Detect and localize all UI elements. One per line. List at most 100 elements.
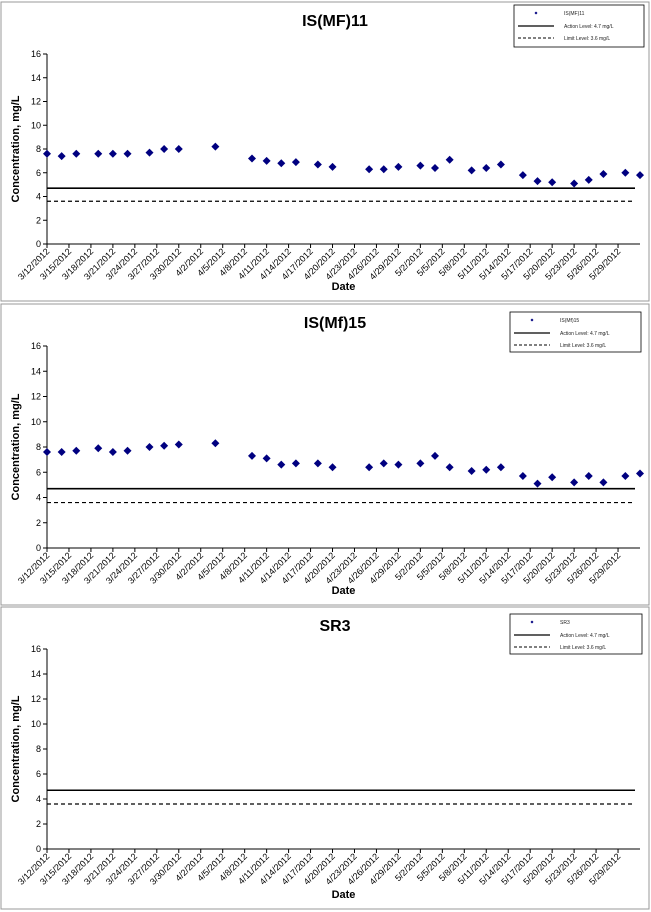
data-point (291, 459, 300, 468)
chart-title: SR3 (319, 618, 350, 635)
y-tick-label: 12 (31, 97, 41, 107)
data-point (262, 156, 271, 165)
data-point (636, 171, 644, 180)
data-point (123, 149, 132, 158)
data-point (211, 142, 220, 151)
data-point (533, 177, 542, 186)
data-point (394, 460, 403, 469)
data-point (584, 472, 593, 481)
data-point (570, 478, 579, 487)
data-point (431, 164, 440, 172)
data-point (416, 161, 425, 170)
y-axis-title: Concentration, mg/L (10, 695, 22, 802)
data-point (533, 479, 542, 488)
data-point (247, 154, 256, 163)
data-point (72, 149, 81, 158)
data-point (570, 179, 579, 188)
data-point (313, 459, 322, 468)
data-point (518, 171, 527, 180)
chart-frame (0, 606, 650, 910)
data-point (328, 162, 337, 171)
legend-series-label: SR3 (560, 620, 570, 626)
data-point (365, 165, 374, 174)
data-point (145, 148, 154, 157)
legend-marker (530, 318, 534, 322)
y-tick-label: 0 (36, 543, 41, 553)
x-axis-title: Date (332, 889, 356, 901)
data-point (72, 446, 81, 455)
data-point (416, 459, 425, 468)
data-point (43, 448, 51, 457)
legend-series-label: IS(Mf)15 (560, 318, 579, 324)
data-point (277, 460, 286, 469)
y-tick-label: 8 (36, 144, 41, 154)
data-point (57, 448, 66, 457)
data-point (94, 149, 103, 158)
data-point (211, 439, 220, 448)
data-point (365, 463, 374, 472)
data-point (145, 443, 154, 451)
data-point (277, 159, 286, 168)
data-point (599, 169, 608, 178)
y-tick-label: 4 (36, 192, 41, 202)
data-point (599, 478, 608, 487)
y-tick-label: 6 (36, 769, 41, 779)
y-tick-label: 6 (36, 168, 41, 178)
data-point (108, 149, 117, 158)
data-point (636, 469, 644, 478)
data-point (379, 459, 388, 468)
data-point (123, 446, 132, 455)
legend-limit-label: Limit Level: 3.6 mg/L (560, 343, 606, 349)
data-point (108, 448, 117, 457)
y-tick-label: 4 (36, 794, 41, 804)
y-tick-label: 8 (36, 442, 41, 452)
legend-action-label: Action Level: 4.7 mg/L (564, 24, 614, 30)
legend-marker (530, 620, 534, 624)
x-axis-title: Date (332, 585, 356, 597)
x-axis-title: Date (332, 281, 356, 293)
legend-limit-label: Limit Level: 3.6 mg/L (564, 36, 610, 42)
data-point (584, 175, 593, 184)
y-tick-label: 6 (36, 467, 41, 477)
chart-panel-2: IS(Mf)15 Concentration, mg/L 0 2 4 6 8 10 12 14 16… (0, 303, 650, 606)
chart-frame (0, 1, 650, 302)
y-axis-title: Concentration, mg/L (10, 95, 22, 202)
legend-marker (534, 11, 538, 15)
data-point (160, 145, 169, 153)
y-tick-label: 14 (31, 73, 41, 83)
y-tick-label: 8 (36, 744, 41, 754)
data-point (482, 164, 491, 172)
data-point (94, 444, 103, 453)
y-tick-label: 16 (31, 49, 41, 59)
chart-title: IS(Mf)15 (304, 315, 366, 332)
y-tick-label: 2 (36, 518, 41, 528)
data-point (445, 155, 454, 164)
data-point (160, 441, 169, 450)
legend-action-label: Action Level: 4.7 mg/L (560, 331, 610, 337)
data-point (621, 168, 630, 177)
data-point (262, 454, 271, 463)
data-point (467, 166, 476, 175)
data-point (467, 466, 476, 475)
chart-frame (0, 303, 650, 606)
data-point (57, 152, 66, 161)
chart-title: IS(MF)11 (302, 13, 368, 30)
y-tick-label: 12 (31, 694, 41, 704)
data-point (621, 472, 630, 481)
y-tick-label: 14 (31, 669, 41, 679)
data-point (482, 465, 491, 474)
data-point (291, 158, 300, 167)
data-point (548, 178, 557, 187)
y-tick-label: 4 (36, 493, 41, 503)
y-tick-label: 16 (31, 341, 41, 351)
y-tick-label: 2 (36, 819, 41, 829)
legend-limit-label: Limit Level: 3.6 mg/L (560, 645, 606, 651)
data-point (496, 463, 505, 472)
y-tick-label: 12 (31, 392, 41, 402)
y-tick-label: 10 (31, 417, 41, 427)
y-tick-label: 14 (31, 366, 41, 376)
data-point (548, 473, 557, 482)
